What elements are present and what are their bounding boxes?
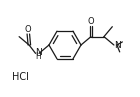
Text: N: N bbox=[35, 48, 41, 57]
Text: O: O bbox=[25, 26, 31, 35]
Text: HCl: HCl bbox=[12, 72, 28, 82]
Text: O: O bbox=[88, 17, 94, 26]
Text: N: N bbox=[114, 41, 121, 49]
Text: H: H bbox=[35, 52, 41, 61]
